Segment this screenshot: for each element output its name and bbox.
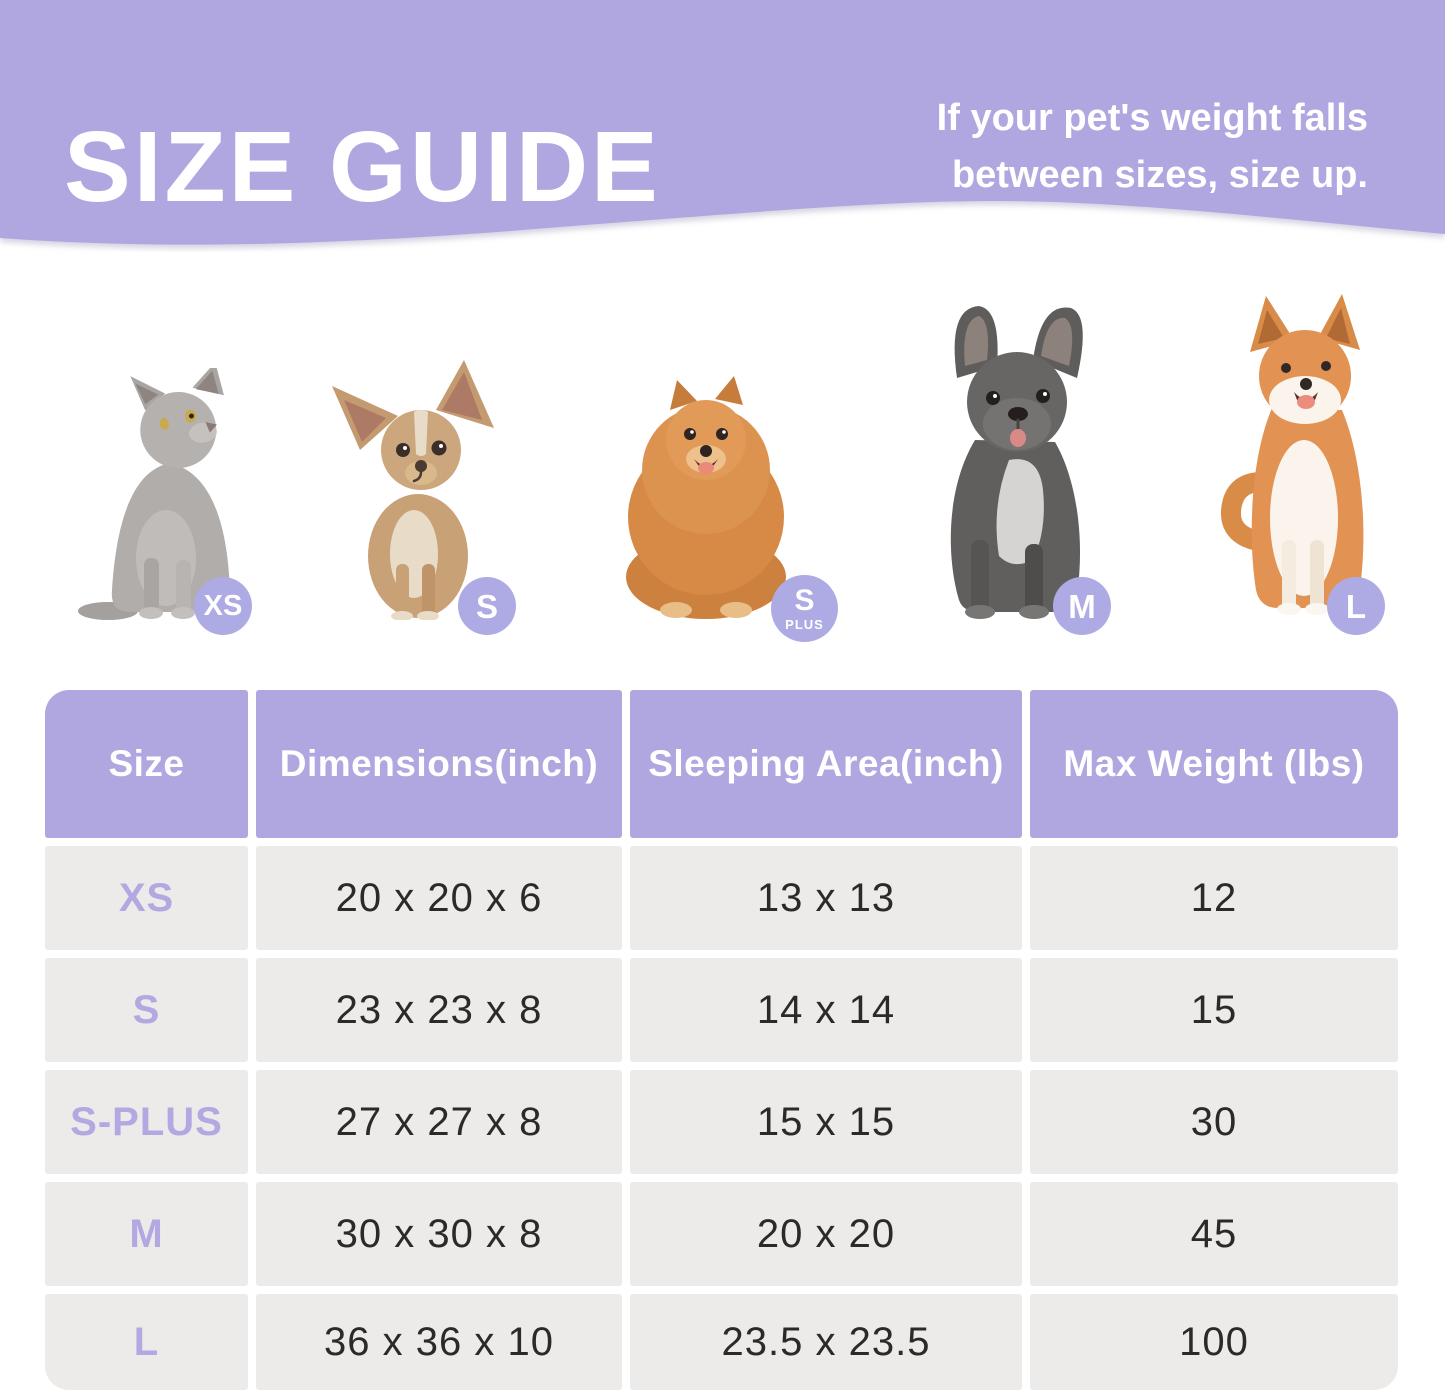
row-l-dimensions: 36 x 36 x 10 — [256, 1294, 622, 1390]
size-badge-s-label: S — [475, 587, 498, 625]
pomeranian-photo — [600, 352, 812, 620]
size-badge-m: M — [1053, 577, 1111, 635]
row-l-sleeping-area: 23.5 x 23.5 — [630, 1294, 1022, 1390]
size-badge-xs-label: XS — [203, 589, 243, 622]
sizing-advice-note: If your pet's weight falls between sizes… — [937, 90, 1368, 204]
size-badge-s-plus-main: S — [794, 584, 815, 617]
row-s-dimensions: 23 x 23 x 8 — [256, 958, 622, 1062]
note-line-1: If your pet's weight falls — [936, 97, 1368, 139]
size-badge-l: L — [1327, 577, 1385, 635]
row-m-size: M — [45, 1182, 248, 1286]
row-s-plus-max-weight: 30 — [1030, 1070, 1398, 1174]
note-line-2: between sizes, size up. — [951, 154, 1368, 196]
row-l-max-weight: 100 — [1030, 1294, 1398, 1390]
page-title: SIZE GUIDE — [64, 111, 661, 223]
size-badge-xs: XS — [194, 577, 252, 635]
chihuahua-illustration — [332, 360, 494, 620]
row-m-dimensions: 30 x 30 x 8 — [256, 1182, 622, 1286]
gray-cat-illustration — [78, 368, 231, 620]
row-m-max-weight: 45 — [1030, 1182, 1398, 1286]
size-badge-s-plus-sub: PLUS — [785, 617, 824, 632]
size-table: Size Dimensions(inch) Sleeping Area(inch… — [45, 690, 1398, 1390]
french-bulldog-photo — [905, 300, 1120, 620]
row-l-size: L — [45, 1294, 248, 1390]
size-badge-m-label: M — [1068, 587, 1096, 625]
chihuahua-photo — [318, 358, 518, 620]
row-xs-sleeping-area: 13 x 13 — [630, 846, 1022, 950]
row-m-sleeping-area: 20 x 20 — [630, 1182, 1022, 1286]
size-badge-s-plus: S PLUS — [771, 575, 838, 642]
gray-cat-photo — [78, 368, 263, 620]
pet-size-examples: XS S S PLUS M L — [0, 0, 1445, 680]
column-header-max-weight: Max Weight (lbs) — [1030, 690, 1398, 838]
column-header-size: Size — [45, 690, 248, 838]
header-wave-background — [0, 0, 1445, 245]
size-badge-s: S — [458, 577, 516, 635]
row-xs-dimensions: 20 x 20 x 6 — [256, 846, 622, 950]
row-xs-size: XS — [45, 846, 248, 950]
row-s-max-weight: 15 — [1030, 958, 1398, 1062]
row-s-plus-dimensions: 27 x 27 x 8 — [256, 1070, 622, 1174]
column-header-dimensions: Dimensions(inch) — [256, 690, 622, 838]
shiba-inu-photo — [1198, 290, 1393, 622]
column-header-sleeping-area: Sleeping Area(inch) — [630, 690, 1022, 838]
french-bulldog-illustration — [950, 306, 1083, 619]
row-s-plus-sleeping-area: 15 x 15 — [630, 1070, 1022, 1174]
row-xs-max-weight: 12 — [1030, 846, 1398, 950]
size-badge-l-label: L — [1345, 587, 1367, 625]
row-s-size: S — [45, 958, 248, 1062]
row-s-sleeping-area: 14 x 14 — [630, 958, 1022, 1062]
shiba-inu-illustration — [1221, 294, 1364, 615]
pomeranian-illustration — [626, 376, 786, 619]
row-s-plus-size: S-PLUS — [45, 1070, 248, 1174]
